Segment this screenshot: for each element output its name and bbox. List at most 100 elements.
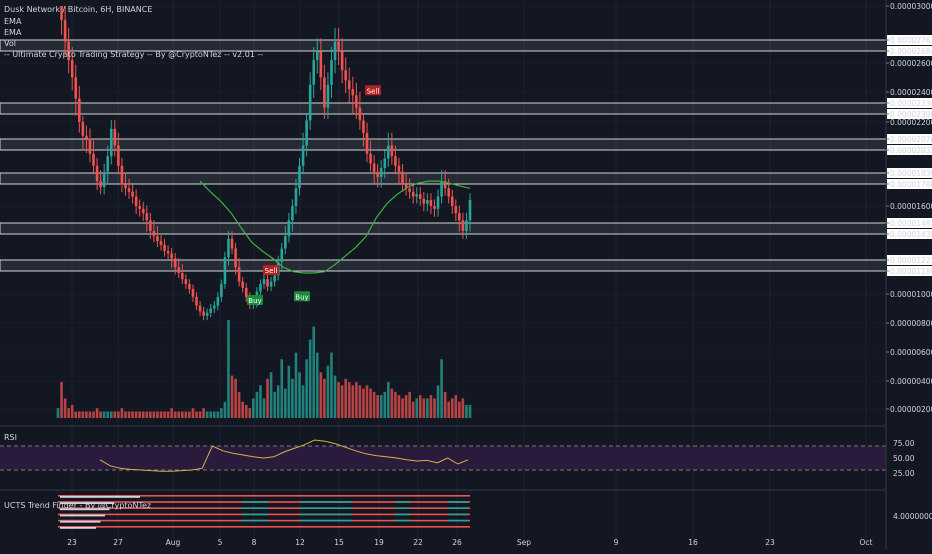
rsi-band: [0, 446, 886, 470]
volume-bar: [305, 359, 308, 418]
volume-bar: [81, 411, 85, 418]
candle-body: [301, 145, 305, 166]
time-axis[interactable]: 23 27 Aug 5 8 12 15 19 22 26 Sep 9 16 23 Oct: [67, 538, 872, 547]
volume-bar: [383, 391, 387, 418]
study-ema-1[interactable]: EMA: [4, 17, 22, 26]
candle-body: [141, 208, 145, 214]
candle-body: [294, 188, 298, 206]
candle-body: [379, 168, 383, 177]
candle-body: [156, 236, 159, 242]
volume-bar: [376, 395, 379, 418]
volume-bar: [315, 352, 319, 418]
buy-signal-badge[interactable]: [247, 295, 263, 305]
study-vol[interactable]: Vol: [4, 39, 16, 48]
volume-bar: [333, 375, 337, 418]
volume-bar: [255, 391, 259, 418]
volume-bar: [156, 411, 159, 418]
volume-bar: [117, 411, 120, 418]
price-tick-label: 0.00001438: [890, 230, 932, 239]
trend-pane-label[interactable]: UCTS Trend Finder - By @CryptoNTez: [4, 501, 151, 510]
legend: Dusk Network / Bitcoin, 6H, BINANCE EMA …: [4, 5, 263, 59]
volume-bar: [124, 411, 127, 418]
candle-body: [461, 220, 465, 231]
volume-bar: [230, 375, 234, 418]
trend-white-bar: [60, 496, 140, 498]
volume-bar: [433, 398, 436, 418]
volume-bar: [141, 411, 145, 418]
time-tick-label: 15: [334, 538, 344, 547]
candle-body: [308, 84, 312, 121]
volume-bar: [369, 388, 372, 418]
volume-bar: [280, 359, 284, 418]
signals: Buy Sell Buy Sell: [247, 85, 381, 305]
volume-bar: [188, 411, 191, 418]
candle-body: [315, 51, 319, 61]
candle-body: [440, 181, 443, 197]
rsi-tick-label: 25.00: [893, 469, 915, 478]
sr-zone: [0, 138, 887, 151]
volume-bar: [145, 411, 149, 418]
trend-row-up: [242, 513, 268, 516]
price-tick-label: 0.00000800: [890, 319, 932, 328]
candles: [60, 6, 472, 321]
candle-body: [280, 248, 284, 262]
buy-signal-badge[interactable]: [294, 291, 310, 302]
sr-zone: [0, 222, 887, 235]
volume-bar: [134, 411, 138, 418]
price-axis[interactable]: 0.00003000 0.00002761 0.00002684 0.00002600…: [886, 2, 932, 414]
trend-white-bar: [60, 520, 101, 523]
candle-body: [401, 171, 404, 185]
rsi-pane-label[interactable]: RSI: [4, 433, 17, 442]
volume-bar: [337, 382, 340, 418]
time-tick-label: 23: [765, 538, 775, 547]
volume-bar: [70, 404, 74, 418]
symbol-title[interactable]: Dusk Network / Bitcoin, 6H, BINANCE: [4, 5, 152, 14]
trend-row: [58, 495, 470, 497]
volume-bar: [397, 395, 401, 418]
volume-bar: [401, 398, 404, 418]
candle-body: [330, 60, 333, 85]
candle-body: [67, 41, 70, 61]
trend-white-bar: [60, 514, 105, 517]
volume-bar: [220, 408, 223, 418]
candle-body: [383, 158, 387, 169]
study-ema-2[interactable]: EMA: [4, 28, 22, 37]
volume-bar: [365, 385, 369, 418]
candle-body: [74, 77, 78, 99]
study-ucts[interactable]: -- Ultimate Crypto Trading Strategy -- B…: [4, 50, 263, 59]
candle-body: [109, 128, 113, 157]
price-tick-label: 0.00002076: [890, 135, 932, 144]
volume-bar: [138, 411, 141, 418]
volume-bar: [241, 401, 244, 418]
volume-bar: [170, 408, 173, 418]
price-label-box: [887, 98, 932, 108]
volume-bar: [113, 411, 117, 418]
candle-body: [458, 213, 461, 221]
volume-bar: [429, 395, 433, 418]
volume-bar: [351, 385, 355, 418]
volume-bar: [248, 408, 252, 418]
candle-body: [390, 145, 394, 157]
sell-signal-badge[interactable]: [365, 85, 381, 96]
candle-body: [372, 163, 376, 172]
candle-body: [127, 188, 131, 192]
volume-bar: [92, 411, 95, 418]
price-tick-label: 0.00001600: [890, 202, 932, 211]
candle-body: [205, 312, 209, 316]
volume-bar: [88, 411, 92, 418]
volume-bar: [362, 388, 365, 418]
volume-bar: [440, 359, 443, 418]
candle-body: [113, 128, 117, 146]
trend-white-bar: [60, 502, 114, 504]
volume-bar: [301, 385, 305, 418]
volume-bar: [120, 408, 124, 418]
price-label-box: [887, 35, 932, 45]
candle-body: [408, 188, 411, 192]
candle-body: [209, 308, 213, 313]
candle-body: [387, 145, 390, 159]
sell-signal-badge[interactable]: [263, 265, 279, 276]
volume-bar: [458, 401, 461, 418]
